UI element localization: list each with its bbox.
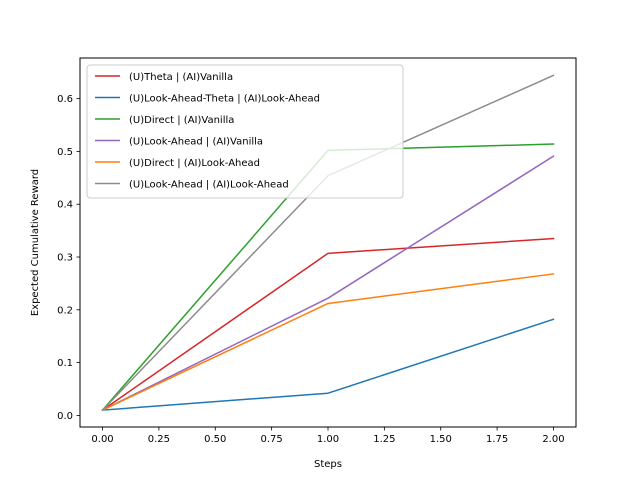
x-axis-label: Steps — [314, 459, 342, 470]
series-line-4 — [101, 273, 555, 412]
series-line-3 — [101, 155, 555, 412]
y-tick-label: 0.2 — [57, 305, 73, 316]
y-tick-label: 0.1 — [57, 358, 73, 369]
series-line-0 — [101, 237, 555, 412]
x-tick-label: 0.50 — [204, 434, 226, 445]
series-line-1 — [101, 318, 555, 411]
y-tick-label: 0.3 — [57, 253, 73, 264]
legend-label-2: (U)Direct | (AI)Vanilla — [129, 115, 234, 126]
x-tick-label: 0.25 — [148, 434, 170, 445]
y-axis: 0.0 0.1 0.2 0.3 0.4 0.5 0.6 — [57, 94, 80, 422]
x-tick-label: 1.50 — [430, 434, 452, 445]
y-tick-label: 0.6 — [57, 94, 73, 105]
x-tick-label: 1.00 — [317, 434, 339, 445]
legend-label-1: (U)Look-Ahead-Theta | (AI)Look-Ahead — [129, 93, 320, 104]
x-tick-label: 1.25 — [373, 434, 395, 445]
y-tick-label: 0.4 — [57, 200, 73, 211]
legend-label-3: (U)Look-Ahead | (AI)Vanilla — [129, 136, 263, 147]
legend-label-4: (U)Direct | (AI)Look-Ahead — [129, 158, 260, 169]
legend: (U)Theta | (AI)Vanilla (U)Look-Ahead-Thet… — [86, 64, 404, 199]
x-tick-label: 2.00 — [542, 434, 564, 445]
x-axis: 0.00 0.25 0.50 0.75 1.00 1.25 1.50 1.75 2.00 — [91, 427, 565, 445]
y-tick-label: 0.5 — [57, 147, 73, 158]
legend-box — [86, 64, 404, 199]
x-tick-label: 1.75 — [486, 434, 508, 445]
y-axis-label: Expected Cumulative Reward — [30, 169, 41, 316]
legend-label-0: (U)Theta | (AI)Vanilla — [129, 72, 233, 83]
legend-label-5: (U)Look-Ahead | (AI)Look-Ahead — [129, 179, 289, 190]
x-tick-label: 0.75 — [261, 434, 283, 445]
y-tick-label: 0.0 — [57, 411, 73, 422]
x-tick-label: 0.00 — [91, 434, 113, 445]
